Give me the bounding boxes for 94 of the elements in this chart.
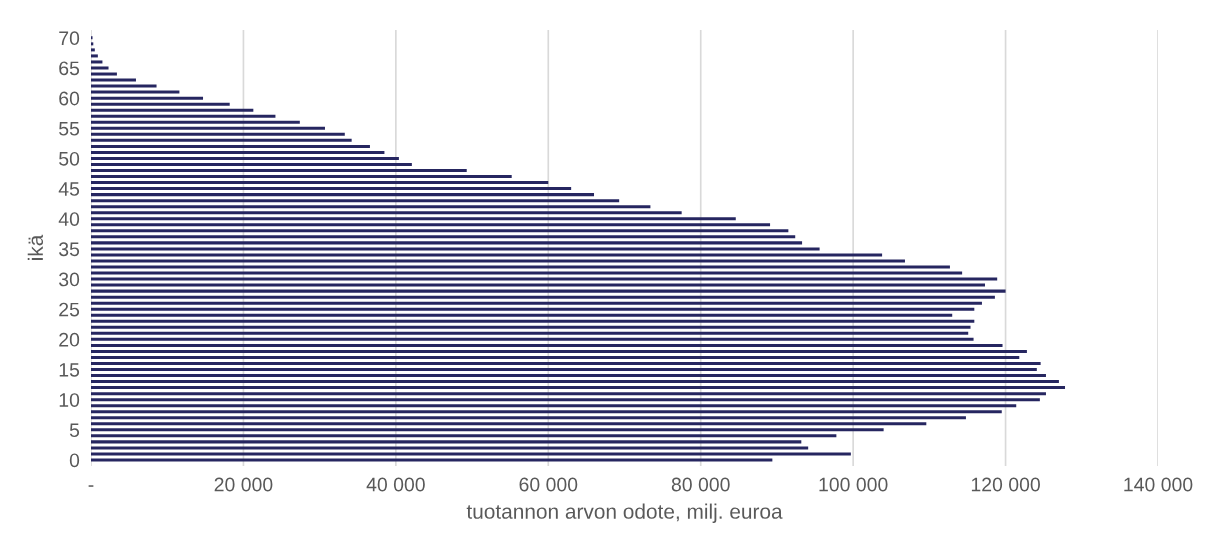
bar [91, 446, 809, 450]
bar [91, 126, 325, 130]
y-tick-label: 70 [59, 31, 80, 46]
bar [91, 90, 180, 94]
bar [91, 428, 884, 432]
bar [91, 301, 982, 305]
bar [91, 368, 1037, 372]
bar [91, 241, 803, 245]
y-tick-label: 50 [59, 151, 80, 166]
bar [91, 295, 995, 299]
bar [91, 283, 985, 287]
bar [91, 355, 1020, 359]
bar [91, 223, 771, 227]
y-tick-label: 35 [59, 242, 80, 257]
bar [91, 211, 682, 215]
bar [91, 410, 1002, 414]
bar [91, 120, 300, 124]
bar [91, 337, 974, 341]
y-tick-label: 45 [58, 182, 80, 196]
y-tick-label: 65 [59, 61, 80, 76]
x-tick-label: 40 000 [366, 477, 425, 492]
bar [91, 253, 883, 257]
bar [91, 235, 796, 239]
bar [91, 138, 352, 142]
bar [91, 307, 975, 311]
y-tick-label: 20 [59, 332, 80, 347]
bar [91, 108, 254, 112]
bar [91, 422, 927, 426]
bar [91, 271, 963, 275]
bar [91, 289, 1006, 293]
bar [91, 349, 1027, 353]
y-tick-label: 30 [59, 272, 80, 287]
bar [91, 60, 103, 64]
bar [91, 374, 1046, 378]
bar [91, 458, 773, 462]
bar [91, 169, 467, 173]
bar [91, 229, 789, 233]
bar [91, 114, 276, 118]
bar [91, 78, 136, 82]
bar [91, 205, 651, 209]
y-tick-label: 5 [69, 423, 80, 438]
bar [91, 277, 998, 281]
bar [91, 144, 370, 148]
bar [91, 187, 572, 191]
bar [91, 325, 971, 329]
bar [91, 193, 595, 197]
bar [91, 84, 157, 88]
bar [91, 434, 837, 438]
x-tick-label: 60 000 [519, 477, 578, 492]
bar [91, 48, 95, 52]
y-tick-label: 0 [69, 453, 80, 468]
y-tick-label: 55 [59, 121, 80, 136]
y-tick-label: 60 [59, 91, 80, 106]
y-tick-label: 40 [58, 212, 80, 226]
bar [91, 404, 1017, 408]
bar [91, 440, 802, 444]
bar [91, 54, 98, 58]
x-tick-label: 80 000 [671, 477, 730, 492]
bar [91, 380, 1059, 384]
y-axis-title: ikä [27, 234, 44, 260]
bar [91, 313, 953, 317]
bar [91, 132, 345, 136]
bar [91, 66, 109, 70]
bar [91, 331, 969, 335]
bar [91, 247, 820, 251]
bar [91, 72, 117, 76]
y-tick-label: 10 [59, 393, 80, 407]
bar [91, 217, 736, 221]
bar [91, 181, 549, 185]
bar [91, 162, 412, 166]
x-axis-title: tuotannon arvon odote, milj. euroa [466, 503, 783, 523]
bar [91, 416, 966, 420]
bar [91, 343, 1003, 347]
bar [91, 150, 385, 154]
bar [91, 319, 975, 323]
bar [91, 259, 905, 263]
bar [91, 199, 620, 203]
bar [91, 392, 1046, 396]
x-tick-label: 140 000 [1124, 477, 1193, 492]
y-tick-label: 25 [59, 302, 80, 317]
bar [91, 386, 1066, 390]
bar [91, 96, 204, 100]
bar [91, 175, 512, 179]
x-tick-label: 100 000 [819, 477, 888, 492]
x-tick-label: 20 000 [214, 477, 273, 492]
bar [91, 361, 1041, 365]
bar [91, 102, 230, 106]
bar [91, 265, 950, 269]
bar [91, 156, 399, 160]
x-tick-label: 120 000 [971, 477, 1040, 492]
x-tick-label: - [88, 485, 94, 487]
y-tick-label: 15 [59, 363, 80, 377]
bar [91, 452, 851, 456]
bar [91, 398, 1040, 402]
